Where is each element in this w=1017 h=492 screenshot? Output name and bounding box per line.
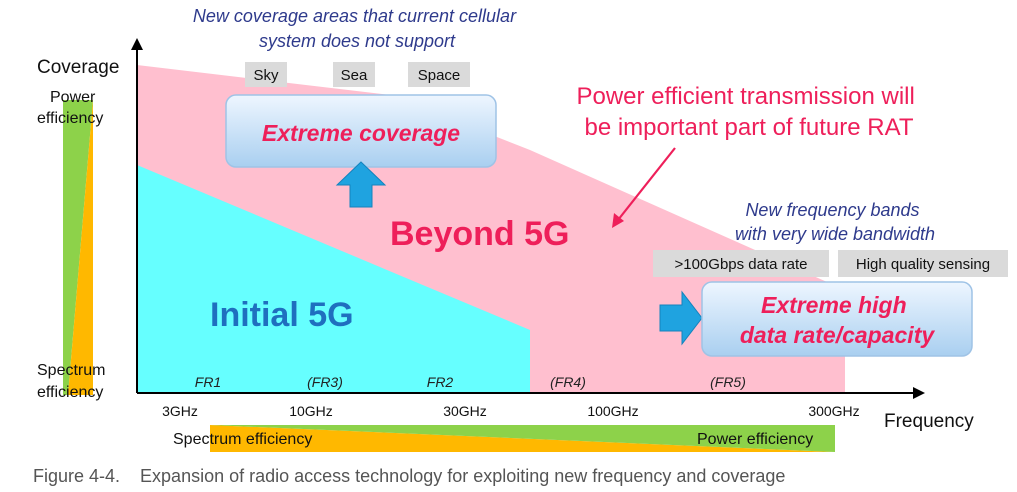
capacity-tag-bg [653, 250, 829, 277]
tick-label: 30GHz [443, 403, 487, 419]
range-label: FR1 [195, 374, 221, 390]
range-label: (FR5) [710, 374, 746, 390]
spectrum-efficiency-label: Spectrum efficiency [37, 362, 110, 401]
extreme-capacity-label: Extreme high data rate/capacity [740, 292, 936, 348]
power-efficiency-wedge [63, 100, 93, 395]
range-label: (FR4) [550, 374, 586, 390]
y-axis-label: Coverage [37, 57, 119, 78]
coverage-tag-label: Space [418, 67, 461, 84]
y-axis-arrowhead [131, 38, 143, 50]
extreme-coverage-label: Extreme coverage [262, 120, 460, 146]
range-label: (FR3) [307, 374, 343, 390]
power-efficiency-label: Power efficiency [37, 89, 103, 127]
extreme-capacity-box [701, 281, 973, 357]
x-axis-label: Frequency [884, 411, 974, 432]
bands-note: New frequency bands with very wide bandw… [735, 200, 935, 244]
x-gauge-left-label: Spectrum efficiency [173, 431, 312, 448]
x-gauge-right-label: Power efficiency [697, 431, 813, 448]
coverage-note: New coverage areas that current cellular… [193, 6, 521, 51]
capacity-tag-label: >100Gbps data rate [674, 256, 807, 273]
coverage-tag-bg [333, 62, 375, 87]
range-label: FR2 [427, 374, 454, 390]
capacity-tag-label: High quality sensing [856, 256, 990, 273]
coverage-tag-label: Sky [253, 67, 279, 84]
spectrum-efficiency-wedge [68, 100, 93, 395]
power-note: Power efficient transmission will be imp… [576, 83, 921, 141]
initial-5g-region [137, 165, 530, 393]
power-efficiency-bar [210, 425, 835, 452]
capacity-tag-bg [838, 250, 1008, 277]
coverage-tag-label: Sea [341, 67, 368, 84]
beyond-5g-label: Beyond 5G [390, 215, 569, 253]
tick-label: 100GHz [587, 403, 638, 419]
coverage-tag-bg [245, 62, 287, 87]
initial-5g-label: Initial 5G [210, 296, 354, 334]
figure-caption: Figure 4-4. Expansion of radio access te… [33, 466, 785, 486]
tick-label: 300GHz [808, 403, 859, 419]
up-arrow-icon [335, 161, 387, 208]
tick-label: 10GHz [289, 403, 333, 419]
x-axis-arrowhead [913, 387, 925, 399]
power-note-pointer-head [612, 213, 624, 228]
tick-label: 3GHz [162, 403, 198, 419]
power-note-pointer [617, 147, 676, 221]
coverage-tag-bg [408, 62, 470, 87]
right-arrow-icon [659, 290, 703, 346]
